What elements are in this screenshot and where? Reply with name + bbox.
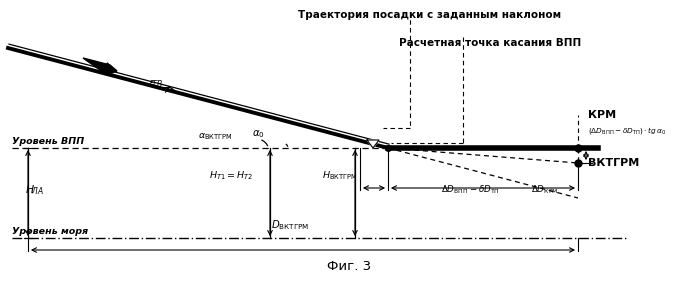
Text: $D_{\mathrm{ВКТГРМ}}$: $D_{\mathrm{ВКТГРМ}}$ — [271, 218, 309, 232]
Text: Траектория посадки с заданным наклоном: Траектория посадки с заданным наклоном — [299, 10, 562, 20]
Text: $\alpha_{\mathrm{ВКТГРМ}}$: $\alpha_{\mathrm{ВКТГРМ}}$ — [198, 132, 232, 143]
Text: $\Delta D_{\mathrm{ВПП}}-\delta D_{\mathrm{ТП}}$: $\Delta D_{\mathrm{ВПП}}-\delta D_{\math… — [440, 184, 500, 196]
Text: Расчетная точка касания ВПП: Расчетная точка касания ВПП — [399, 38, 581, 48]
Text: $H_{\!\mathit{ЛА}}$: $H_{\!\mathit{ЛА}}$ — [25, 183, 45, 197]
Text: КРМ: КРМ — [588, 110, 616, 120]
Text: $H_{T1}=H_{T2}$: $H_{T1}=H_{T2}$ — [209, 170, 253, 182]
Text: Уровень ВПП: Уровень ВПП — [12, 137, 84, 146]
Polygon shape — [83, 58, 117, 75]
Text: $H_{\mathrm{ВКТГРМ}}$: $H_{\mathrm{ВКТГРМ}}$ — [322, 170, 357, 182]
Polygon shape — [367, 140, 379, 148]
Text: $(\Delta D_{\mathrm{ВПП}}-\delta D_{\mathrm{ТП}})\cdot tg\,\alpha_0$: $(\Delta D_{\mathrm{ВПП}}-\delta D_{\mat… — [588, 125, 667, 136]
Text: $\varepsilon_{\!\mathit{ГВ}}$: $\varepsilon_{\!\mathit{ГВ}}$ — [148, 78, 163, 90]
Text: $\alpha_0$: $\alpha_0$ — [252, 128, 265, 140]
Text: Уровень моря: Уровень моря — [12, 227, 88, 236]
Text: Фиг. 3: Фиг. 3 — [327, 260, 371, 273]
Text: ВКТГРМ: ВКТГРМ — [588, 158, 639, 168]
Text: $\Delta D_{\mathrm{КРМ}}$: $\Delta D_{\mathrm{КРМ}}$ — [531, 184, 558, 196]
